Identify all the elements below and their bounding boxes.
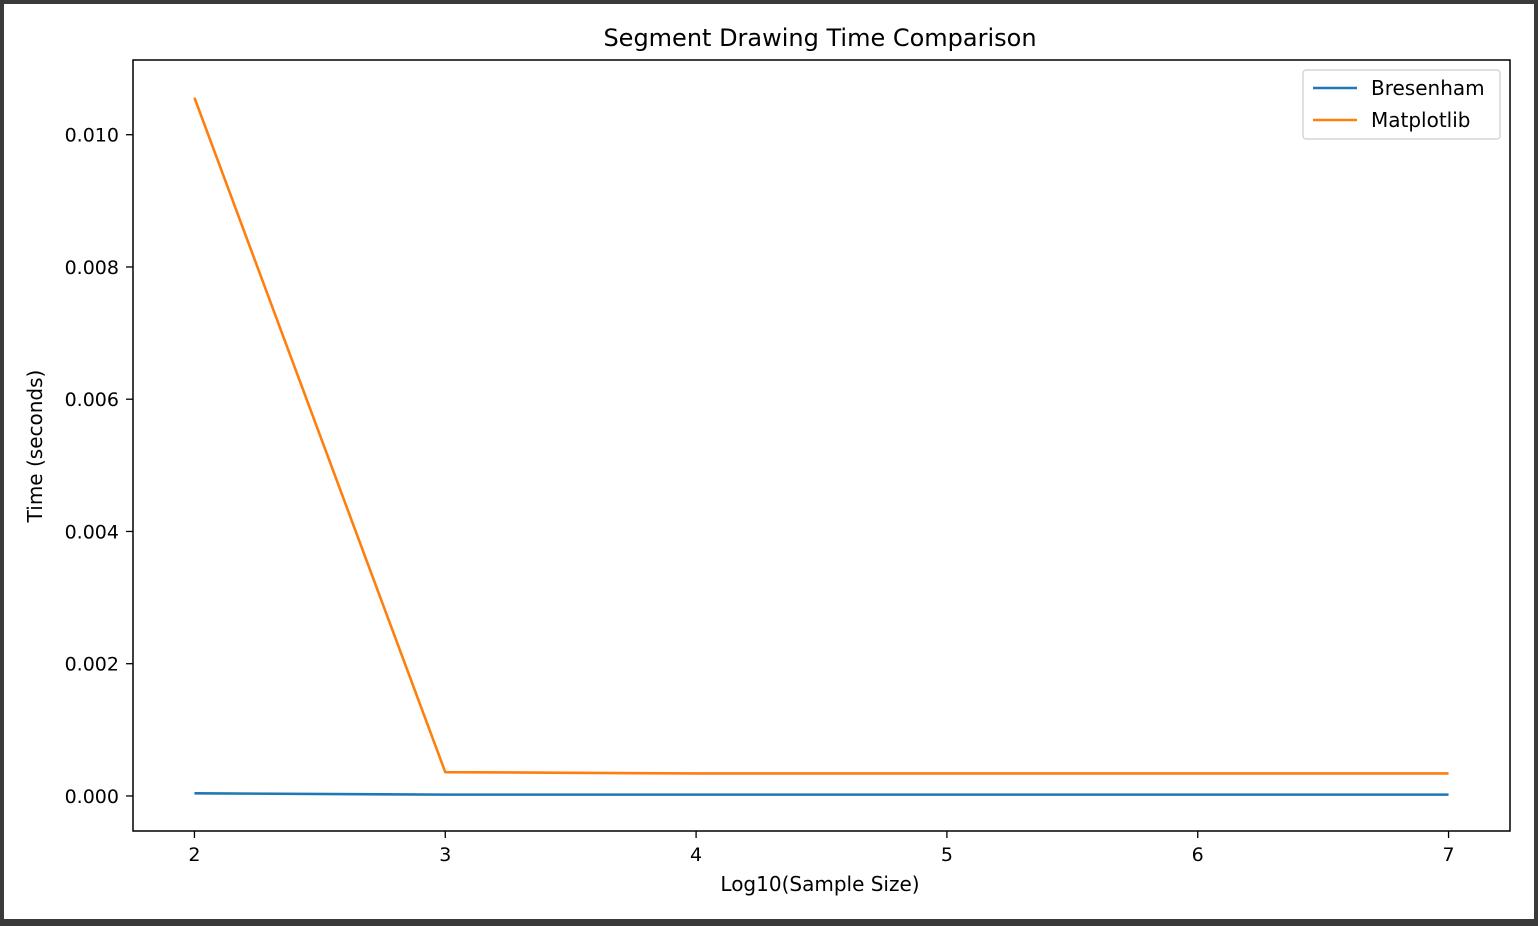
y-tick-label: 0.000 <box>65 786 119 808</box>
y-tick-label: 0.010 <box>65 125 119 147</box>
series-line-bresenham <box>194 792 1449 796</box>
x-tick-label: 3 <box>439 844 451 866</box>
legend-label-bresenham: Bresenham <box>1371 76 1485 100</box>
y-tick-label: 0.008 <box>65 257 119 279</box>
x-tick-label: 4 <box>690 844 702 866</box>
x-tick-label: 2 <box>188 844 200 866</box>
y-axis-label: Time (seconds) <box>23 370 47 524</box>
plot-frame <box>132 59 1511 832</box>
chart-title: Segment Drawing Time Comparison <box>603 24 1036 52</box>
x-tick-label: 6 <box>1192 844 1204 866</box>
y-axis: 0.000 0.002 0.004 0.006 0.008 0.010 <box>65 125 133 808</box>
legend: Bresenham Matplotlib <box>1302 69 1501 140</box>
series-line-matplotlib <box>193 97 1449 775</box>
y-tick-label: 0.004 <box>65 521 119 543</box>
y-tick-label: 0.002 <box>65 654 119 676</box>
legend-label-matplotlib: Matplotlib <box>1371 108 1471 132</box>
x-axis: 2 3 4 5 6 7 <box>188 831 1455 866</box>
x-axis-label: Log10(Sample Size) <box>720 872 919 896</box>
x-tick-label: 5 <box>941 844 953 866</box>
x-tick-label: 7 <box>1443 844 1455 866</box>
chart-figure <box>4 4 1534 919</box>
plot-area <box>193 97 1449 796</box>
y-tick-label: 0.006 <box>65 389 119 411</box>
